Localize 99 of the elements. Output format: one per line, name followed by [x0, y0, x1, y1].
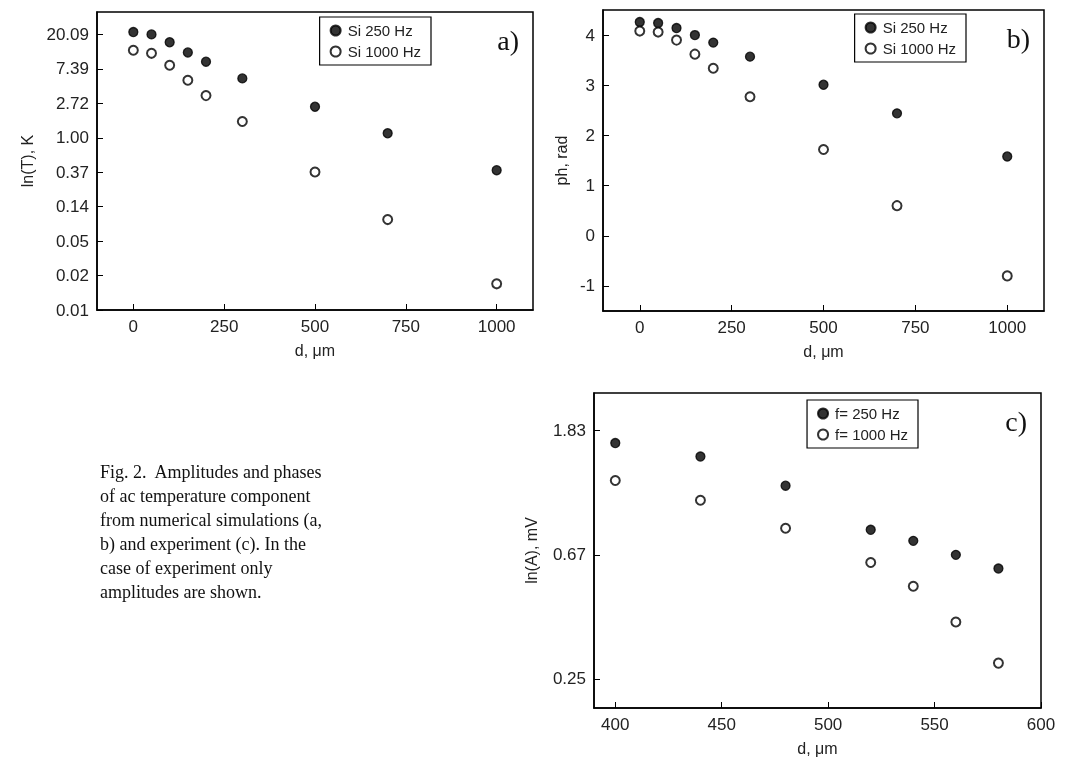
point [865, 557, 877, 568]
y-tick-label: 2 [585, 125, 596, 145]
point [780, 522, 792, 534]
point [128, 26, 139, 38]
y-axis-title: ln(A), mV [522, 516, 540, 584]
y-tick-label: -1 [579, 276, 596, 296]
point [182, 74, 194, 86]
caption: Fig. 2. Amplitudes and phases of ac temperature component from numerical simulations (a, b) and experiment (c). In the case of experiment only amplitudes are shown. [100, 462, 327, 602]
x-tick-label: 750 [391, 317, 421, 336]
point [907, 580, 919, 592]
point [164, 37, 175, 48]
chart-title: b) [1006, 22, 1030, 54]
point [382, 214, 394, 226]
x-tick-label: 250 [717, 318, 746, 337]
chart-title: a) [497, 24, 520, 56]
point [818, 143, 830, 155]
legend-label: Si 250 Hz [882, 19, 948, 36]
point [652, 26, 664, 38]
point [891, 108, 903, 119]
y-tick-label: 1.00 [55, 128, 89, 148]
point [950, 616, 962, 628]
x-tick-label: 1000 [988, 318, 1027, 337]
x-tick-label: 500 [809, 318, 838, 337]
point [127, 44, 139, 56]
point [818, 79, 829, 90]
point [491, 278, 503, 290]
y-axis-title: ph, rad [552, 135, 570, 186]
x-tick-label: 750 [901, 318, 930, 337]
point [200, 56, 212, 67]
point [780, 480, 791, 491]
point [382, 128, 393, 139]
y-axis-title: ln(T), K [18, 134, 36, 188]
legend-label: Si 1000 Hz [347, 43, 421, 60]
legend-label: f= 250 Hz [835, 405, 900, 422]
x-tick-label: 500 [300, 317, 330, 336]
point [634, 25, 646, 37]
point [309, 166, 321, 178]
point [146, 47, 157, 59]
x-tick-label: 1000 [477, 317, 516, 336]
x-tick-label: 500 [813, 715, 843, 734]
point [634, 16, 645, 28]
point [993, 563, 1004, 574]
point [237, 73, 248, 84]
x-tick-label: 600 [1026, 715, 1056, 734]
point [653, 17, 664, 29]
chart-title: c) [1005, 405, 1028, 437]
x-axis-title: d, μm [797, 739, 838, 757]
x-tick-label: 0 [128, 317, 139, 336]
y-tick-label: 0 [585, 226, 596, 246]
point [200, 90, 212, 102]
y-tick-label: 0.05 [55, 231, 89, 251]
y-tick-label: 7.39 [55, 59, 89, 79]
point [1001, 270, 1013, 282]
x-tick-label: 250 [209, 317, 239, 336]
y-tick-label: 2.72 [55, 93, 89, 113]
point [908, 535, 919, 547]
y-tick-label: 20.09 [46, 24, 89, 44]
point [744, 91, 756, 103]
point [744, 51, 756, 62]
point [609, 475, 621, 487]
point [146, 29, 157, 40]
point [707, 62, 719, 74]
legend-label: Si 1000 Hz [882, 40, 956, 57]
point [1002, 151, 1013, 162]
y-tick-label: 0.37 [55, 162, 89, 182]
point [891, 200, 903, 212]
y-tick-label: 3 [585, 75, 596, 95]
point [689, 29, 701, 41]
y-tick-label: 0.01 [55, 300, 89, 320]
point [695, 451, 706, 462]
point [491, 165, 502, 176]
point [309, 101, 321, 112]
point [671, 34, 683, 46]
x-axis-title: d, μm [294, 341, 336, 359]
x-tick-label: 450 [707, 715, 736, 734]
point [694, 494, 706, 506]
y-tick-label: 1.83 [552, 420, 586, 440]
point [865, 524, 876, 535]
point [236, 116, 248, 128]
y-tick-label: 0.25 [552, 669, 586, 689]
legend-label: Si 250 Hz [347, 22, 413, 39]
point [671, 22, 682, 34]
x-axis-title: d, μm [803, 342, 844, 360]
y-tick-label: 0.02 [55, 266, 89, 286]
y-tick-label: 0.67 [552, 545, 586, 565]
y-tick-label: 0.14 [55, 197, 89, 217]
point [708, 37, 719, 48]
point [164, 59, 176, 71]
x-tick-label: 0 [635, 318, 645, 337]
y-tick-label: 4 [585, 25, 596, 45]
point [950, 549, 962, 561]
point [689, 48, 701, 60]
y-tick-label: 1 [585, 176, 596, 196]
legend-label: f= 1000 Hz [835, 426, 908, 443]
point [992, 657, 1004, 669]
x-tick-label: 400 [601, 715, 630, 734]
x-tick-label: 550 [920, 715, 949, 734]
point [182, 47, 193, 58]
point [610, 437, 621, 449]
